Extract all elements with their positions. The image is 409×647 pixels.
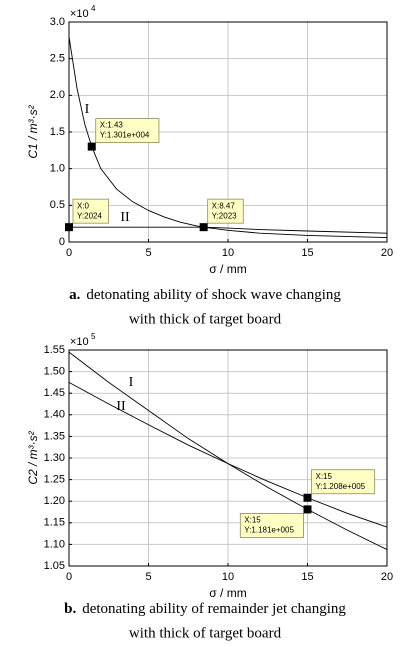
y-tick-label: 1.25: [44, 474, 65, 486]
datatip-text: Y:2024: [77, 211, 102, 220]
datatip-text: X:15: [316, 472, 333, 481]
y-tick-label: 1.40: [44, 409, 65, 421]
datatip-box: [311, 469, 376, 495]
y-tick-label: 3.0: [50, 16, 65, 28]
datatip-text: Y:1.208e+005: [316, 482, 366, 491]
datatip-marker: [65, 223, 73, 232]
datatip-box: [239, 513, 304, 538]
y-tick-label: 1.5: [50, 126, 65, 138]
series-line: [68, 382, 388, 528]
x-tick-label: 0: [66, 247, 72, 259]
y-tick-label: 2.0: [50, 89, 65, 101]
caption-text: detonating ability of remainder jet chan…: [82, 601, 346, 617]
caption: a. detonating ability of shock wave chang…: [69, 287, 341, 303]
series-label: I: [129, 375, 134, 390]
y-tick-label: 0: [59, 236, 65, 248]
datatip-marker: [303, 505, 312, 514]
x-tick-label: 10: [222, 247, 234, 259]
y-tick-label: 1.50: [44, 366, 65, 378]
x-tick-label: 15: [301, 571, 313, 583]
y-multiplier: ×10: [70, 336, 89, 348]
y-multiplier-exponent: 5: [91, 332, 96, 341]
caption: with thick of target board: [129, 311, 282, 327]
datatip-marker: [87, 142, 96, 151]
datatip-box: [95, 118, 160, 143]
y-multiplier: ×10: [70, 8, 89, 20]
y-tick-label: 0.5: [50, 199, 65, 211]
x-tick-label: 20: [381, 571, 393, 583]
y-axis-label: C1 / m³·s²: [26, 104, 40, 158]
datatip-text: X:0: [77, 201, 90, 210]
y-tick-label: 1.35: [44, 430, 65, 442]
plot-frame: [68, 349, 388, 567]
series-label: II: [120, 210, 130, 225]
x-axis-label: σ / mm: [209, 262, 246, 276]
x-axis-label: σ / mm: [209, 586, 246, 600]
y-tick-label: 1.15: [44, 517, 65, 529]
y-tick-label: 1.45: [44, 387, 65, 399]
plot-frame: [68, 21, 388, 243]
series-line: [69, 226, 388, 234]
datatip-marker: [303, 493, 312, 502]
x-tick-label: 5: [145, 571, 151, 583]
caption-text: detonating ability of shock wave changin…: [86, 287, 341, 303]
y-axis-label: C2 / m³·s²: [26, 430, 40, 484]
x-tick-label: 20: [381, 247, 393, 259]
series-label: II: [116, 399, 126, 414]
datatip-text: Y:1.181e+005: [244, 526, 294, 535]
datatip-text: X:15: [244, 516, 261, 525]
datatip-text: X:1.43: [100, 121, 124, 130]
caption: with thick of target board: [129, 625, 282, 641]
datatip-text: Y:1.301e+004: [100, 131, 150, 140]
x-tick-label: 5: [145, 247, 151, 259]
datatip-marker: [199, 223, 208, 232]
caption: b. detonating ability of remainder jet ch…: [64, 601, 346, 617]
x-tick-label: 0: [66, 571, 72, 583]
x-tick-label: 10: [222, 571, 234, 583]
y-tick-label: 1.20: [44, 495, 65, 507]
caption-label: a.: [69, 287, 81, 303]
y-tick-label: 1.10: [44, 538, 65, 550]
y-tick-label: 1.55: [44, 344, 65, 356]
x-tick-label: 15: [301, 247, 313, 259]
y-tick-label: 2.5: [50, 53, 65, 65]
datatip-text: X:8.47: [212, 201, 236, 210]
datatip-box: [72, 198, 109, 224]
y-tick-label: 1.30: [44, 452, 65, 464]
datatip-text: Y:2023: [212, 211, 237, 220]
series-label: I: [85, 102, 90, 117]
series-line: [68, 36, 388, 239]
y-multiplier-exponent: 4: [91, 4, 96, 13]
datatip-box: [207, 198, 244, 224]
y-tick-label: 1.0: [50, 163, 65, 175]
y-tick-label: 1.05: [44, 560, 65, 572]
caption-label: b.: [64, 601, 76, 617]
